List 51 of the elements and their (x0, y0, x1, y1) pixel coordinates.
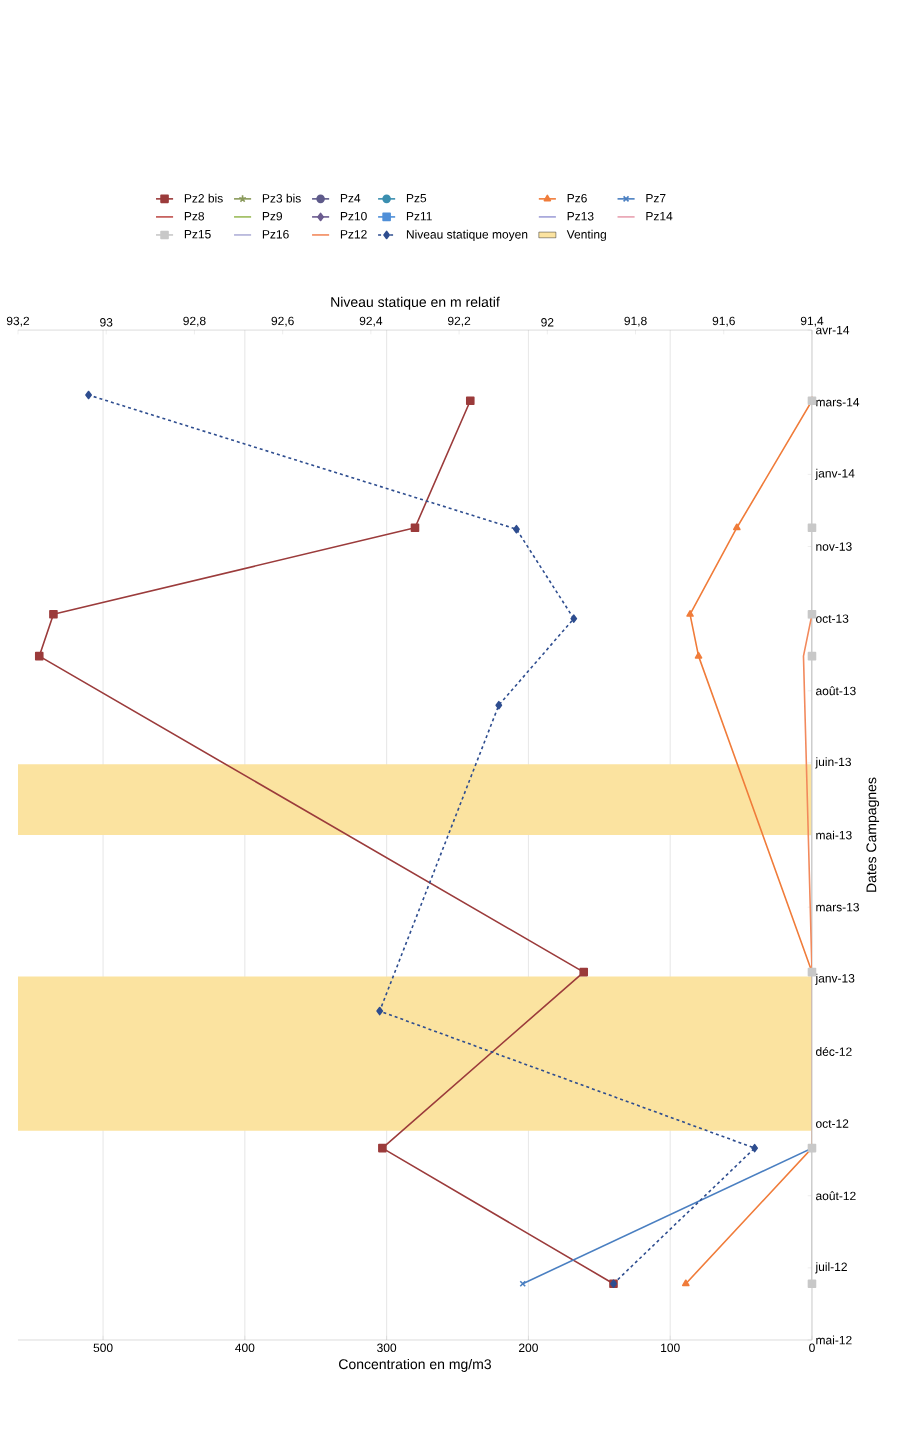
y-axis-title: Dates Campagnes (866, 777, 880, 892)
y-tick-label: oct-12 (816, 1119, 849, 1128)
y-tick-label: juil-12 (815, 1262, 847, 1274)
x2-tick-label: 93,2 (6, 316, 30, 327)
x2-axis-title: Niveau statique en m relatif (331, 296, 500, 310)
legend-label: Pz14 (646, 212, 673, 221)
legend-label: Pz10 (340, 211, 367, 221)
x-tick-label: 500 (93, 1343, 113, 1353)
x2-tick-label: 92 (541, 318, 554, 327)
y-tick-label: janv-13 (815, 973, 855, 985)
legend-label: Pz8 (184, 211, 205, 221)
x2-tick-label: 93 (100, 318, 113, 327)
y-tick-label: oct-13 (816, 614, 849, 623)
legend-label: Pz9 (262, 211, 283, 221)
y-tick-label: août-13 (816, 686, 856, 696)
x2-tick-label: 91,4 (800, 316, 824, 327)
x-axis-title: Concentration en mg/m3 (339, 1358, 491, 1372)
x2-tick-label: 92,4 (359, 316, 383, 327)
legend-label: Pz2 bis (184, 193, 223, 203)
legend-label: Pz13 (567, 211, 594, 221)
y-tick-label: août-12 (816, 1191, 856, 1201)
legend-label: Pz3 bis (262, 193, 301, 203)
x2-tick-label: 91,6 (712, 316, 735, 327)
y-tick-label: mars-14 (816, 398, 860, 407)
y-tick-label: janv-14 (815, 468, 855, 480)
legend-label: Pz16 (262, 230, 289, 239)
y-tick-label: mars-13 (816, 902, 859, 912)
x-tick-label: 0 (809, 1343, 815, 1353)
legend-label: Pz4 (340, 194, 361, 203)
y-tick-label: mai-13 (816, 830, 852, 840)
legend-label: Pz5 (406, 194, 427, 203)
legend-label: Venting (566, 229, 606, 242)
legend-label: Niveau statique moyen (406, 229, 528, 242)
x2-tick-label: 92,8 (183, 316, 206, 327)
x-tick-label: 100 (661, 1343, 680, 1353)
y-tick-label: déc-12 (816, 1046, 852, 1056)
legend-label: Pz7 (646, 194, 666, 203)
x2-tick-label: 92,2 (447, 316, 471, 327)
legend-label: Pz6 (567, 193, 587, 203)
x2-tick-label: 91,8 (624, 316, 647, 327)
x2-tick-label: 92,6 (271, 316, 294, 327)
x-tick-label: 400 (235, 1343, 255, 1353)
y-tick-label: avr-14 (816, 325, 850, 335)
y-tick-label: juin-13 (815, 757, 851, 769)
y-tick-label: mai-12 (816, 1335, 852, 1345)
legend-label: Pz11 (406, 212, 432, 221)
y-tick-label: nov-13 (816, 542, 852, 551)
legend-label: Pz15 (184, 230, 211, 239)
x-tick-label: 300 (377, 1343, 397, 1353)
legend-label: Pz12 (340, 230, 367, 239)
x-tick-label: 200 (519, 1343, 538, 1353)
